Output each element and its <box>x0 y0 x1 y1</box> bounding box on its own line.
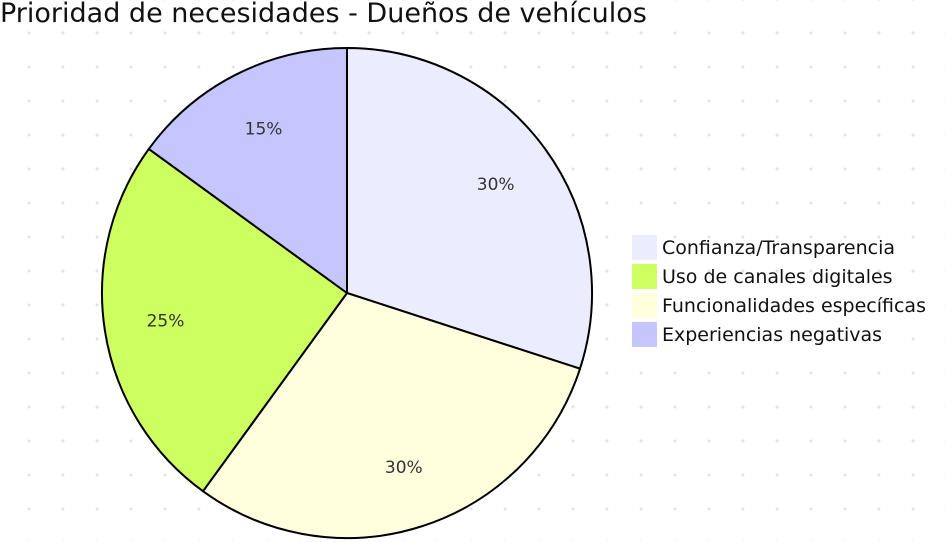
pie-slice <box>201 292 582 539</box>
legend-item: Uso de canales digitales <box>632 262 926 291</box>
legend-item: Confianza/Transparencia <box>632 233 926 262</box>
slice-label: 30% <box>477 175 515 195</box>
legend-item: Funcionalidades específicas <box>632 291 926 320</box>
chart-title: Prioridad de necesidades - Dueños de veh… <box>0 0 647 29</box>
pie-slice <box>101 147 348 493</box>
legend-swatch <box>632 235 657 260</box>
pie-slice <box>147 47 348 294</box>
slice-label: 15% <box>245 119 283 139</box>
legend-label: Experiencias negativas <box>662 323 883 346</box>
legend-label: Confianza/Transparencia <box>662 236 896 259</box>
legend-label: Uso de canales digitales <box>662 265 893 288</box>
slice-label: 25% <box>147 312 185 332</box>
legend-swatch <box>632 293 657 318</box>
legend-swatch <box>632 322 657 347</box>
legend-label: Funcionalidades específicas <box>662 294 926 317</box>
legend: Confianza/Transparencia Uso de canales d… <box>632 233 926 349</box>
pie-slice <box>346 47 593 370</box>
legend-swatch <box>632 264 657 289</box>
legend-item: Experiencias negativas <box>632 320 926 349</box>
slice-label: 30% <box>385 458 423 478</box>
